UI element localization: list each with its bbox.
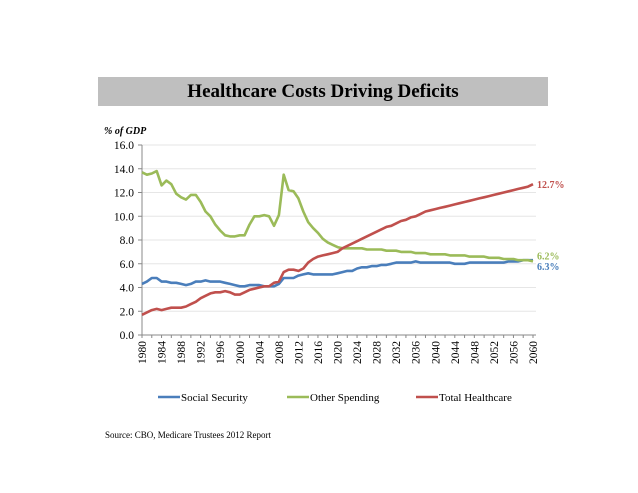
legend-label: Other Spending bbox=[310, 392, 380, 404]
x-tick-label: 2024 bbox=[352, 341, 364, 364]
y-tick-label: 12.0 bbox=[114, 188, 134, 200]
source-note: Source: CBO, Medicare Trustees 2012 Repo… bbox=[105, 430, 271, 440]
y-tick-label: 4.0 bbox=[120, 283, 135, 295]
y-axis-label: % of GDP bbox=[104, 126, 147, 137]
x-tick-label: 2032 bbox=[391, 341, 403, 364]
y-tick-label: 10.0 bbox=[114, 211, 134, 223]
end-value-label: 12.7% bbox=[537, 180, 565, 191]
x-tick-label: 2028 bbox=[372, 341, 384, 364]
legend-label: Total Healthcare bbox=[439, 392, 512, 404]
x-tick-label: 2056 bbox=[508, 341, 520, 364]
x-tick-label: 1992 bbox=[196, 341, 208, 364]
x-tick-label: 1988 bbox=[176, 341, 188, 364]
x-tick-label: 2036 bbox=[411, 341, 423, 364]
chart-title-bar: Healthcare Costs Driving Deficits bbox=[98, 77, 548, 106]
series-line-other-spending bbox=[141, 169, 534, 263]
y-tick-label: 16.0 bbox=[114, 140, 134, 152]
y-tick-label: 2.0 bbox=[120, 306, 135, 318]
y-tick-label: 14.0 bbox=[114, 164, 134, 176]
x-tick-label: 1996 bbox=[215, 341, 227, 364]
series-line-social-security bbox=[141, 258, 533, 288]
x-tick-label: 2044 bbox=[450, 341, 462, 364]
y-tick-label: 6.0 bbox=[120, 259, 135, 271]
x-tick-label: 1984 bbox=[157, 341, 169, 364]
x-tick-label: 2020 bbox=[333, 341, 345, 364]
legend-label: Social Security bbox=[181, 392, 248, 404]
series-line-total-healthcare bbox=[141, 183, 534, 316]
x-tick-label: 2060 bbox=[528, 341, 540, 364]
x-tick-label: 2008 bbox=[274, 341, 286, 364]
end-value-label: 6.2% bbox=[537, 251, 560, 262]
x-tick-label: 2048 bbox=[469, 341, 481, 364]
y-tick-label: 8.0 bbox=[120, 235, 135, 247]
x-tick-label: 2012 bbox=[293, 341, 305, 364]
x-tick-label: 2052 bbox=[489, 341, 501, 364]
x-tick-label: 2016 bbox=[313, 341, 325, 364]
x-tick-label: 2040 bbox=[430, 341, 442, 364]
end-value-label: 6.3% bbox=[537, 262, 560, 273]
x-tick-label: 2000 bbox=[235, 341, 247, 364]
y-tick-label: 0.0 bbox=[120, 330, 135, 342]
chart-title: Healthcare Costs Driving Deficits bbox=[187, 80, 459, 102]
x-tick-label: 1980 bbox=[137, 341, 149, 364]
x-tick-label: 2004 bbox=[254, 341, 266, 364]
